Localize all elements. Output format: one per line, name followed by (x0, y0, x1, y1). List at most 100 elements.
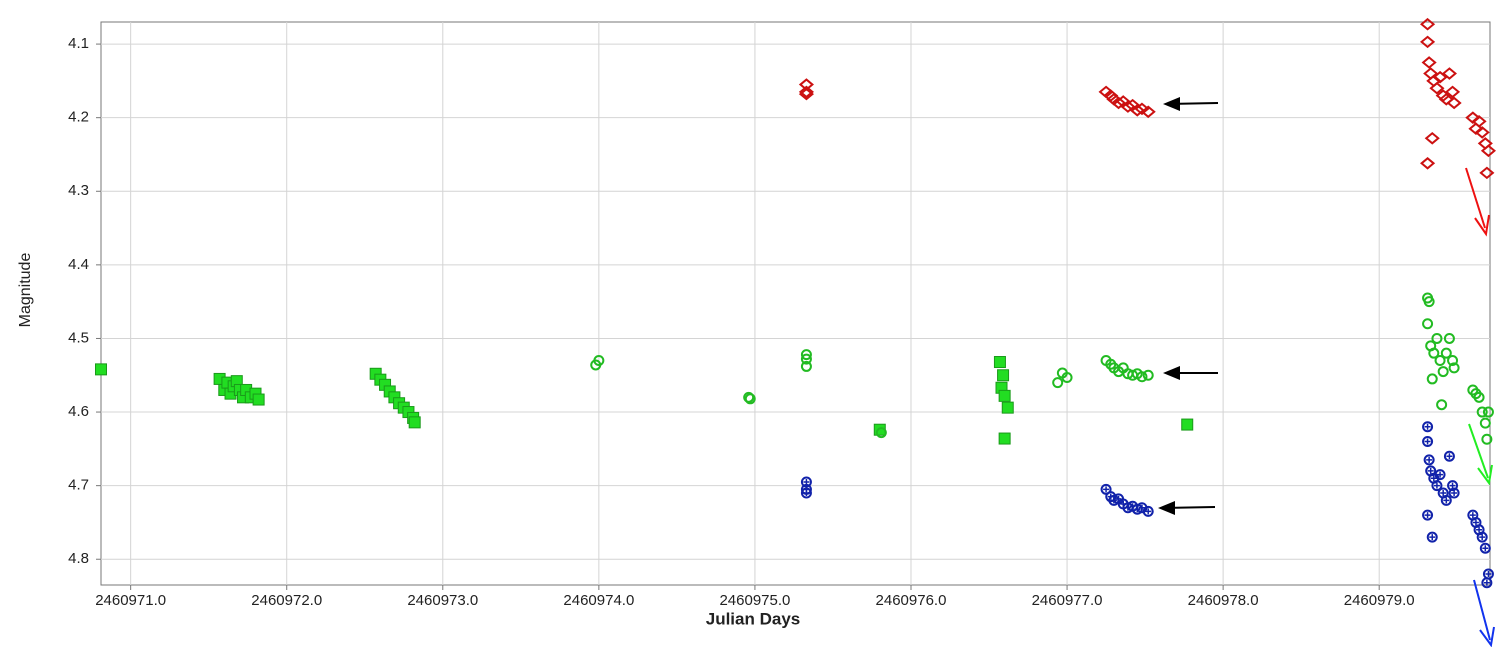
point (1465, 111, 1481, 124)
series (800, 421, 1494, 589)
point (1480, 144, 1497, 158)
point-ring (1422, 509, 1434, 521)
point-cross (1430, 475, 1437, 482)
point-cross (803, 490, 810, 497)
point (1420, 17, 1436, 31)
point-ring (1479, 542, 1491, 554)
point (1134, 102, 1150, 116)
point (1474, 126, 1490, 139)
point-ring (800, 487, 812, 499)
point-cross (1138, 504, 1145, 511)
point (408, 416, 421, 429)
point (875, 427, 887, 439)
point-cross (1472, 519, 1479, 526)
point (1110, 96, 1127, 110)
point (1473, 391, 1485, 403)
x-tick-label: 2460979.0 (1344, 592, 1415, 609)
point (1479, 417, 1491, 429)
point (1434, 469, 1446, 481)
point (1479, 542, 1491, 554)
point (800, 360, 812, 372)
x-tick-label: 2460978.0 (1188, 592, 1259, 609)
y-tick-label: 4.5 (68, 329, 89, 346)
point (1481, 433, 1493, 445)
point-ring (1426, 531, 1438, 543)
point (1061, 371, 1073, 383)
x-tick-label: 2460974.0 (563, 592, 634, 609)
point-cross (1437, 471, 1444, 478)
point-ring (1440, 494, 1452, 506)
point (1422, 435, 1434, 447)
point (1447, 480, 1459, 492)
point (1428, 347, 1440, 359)
point (1440, 494, 1452, 506)
point-cross (1426, 456, 1433, 463)
point (1422, 509, 1434, 521)
point (1422, 421, 1434, 433)
point-ring (1142, 505, 1154, 517)
point-cross (1424, 438, 1431, 445)
point (1422, 318, 1434, 330)
point (743, 391, 755, 403)
point (1448, 362, 1460, 374)
point (1423, 454, 1435, 466)
y-tick-label: 4.3 (68, 182, 89, 199)
point (998, 432, 1011, 445)
point (1468, 122, 1484, 136)
point (1120, 100, 1136, 113)
x-tick-label: 2460971.0 (95, 592, 166, 609)
x-tick-label: 2460972.0 (251, 592, 322, 609)
point (1421, 56, 1437, 69)
point-cross (1476, 526, 1483, 533)
point-cross (1446, 453, 1453, 460)
point (998, 389, 1011, 402)
point (1447, 355, 1459, 367)
arrows (1158, 97, 1495, 647)
point (1441, 67, 1457, 80)
point (1436, 399, 1448, 411)
point-cross (1483, 579, 1490, 586)
point (1434, 355, 1446, 367)
point (1129, 104, 1145, 117)
point (1446, 96, 1462, 110)
point-cross (1451, 490, 1458, 497)
point-cross (1443, 497, 1450, 504)
point (798, 87, 814, 101)
point-ring (1476, 531, 1488, 543)
point-cross (1449, 482, 1456, 489)
point-cross (1433, 482, 1440, 489)
point (1140, 105, 1156, 119)
point (1420, 35, 1436, 49)
series (95, 356, 1194, 445)
point (1136, 371, 1148, 383)
point (798, 85, 814, 99)
x-tick-label: 2460977.0 (1032, 592, 1103, 609)
point (1476, 406, 1488, 418)
point (1001, 401, 1014, 414)
point (95, 363, 107, 376)
point (1426, 373, 1438, 385)
plot-frame (100, 21, 1491, 586)
point-ring (1448, 487, 1460, 499)
point-cross (1482, 545, 1489, 552)
x-axis-label: Julian Days (706, 609, 801, 628)
point (252, 393, 265, 406)
point-ring (1434, 469, 1446, 481)
point (1429, 81, 1445, 95)
point-ring (1431, 480, 1443, 492)
point (800, 349, 812, 361)
point-cross (1115, 495, 1122, 502)
point (1440, 347, 1452, 359)
point-cross (1424, 423, 1431, 430)
y-tick-label: 4.2 (68, 109, 89, 126)
point (1448, 487, 1460, 499)
point-ring (1481, 577, 1493, 589)
point (1476, 531, 1488, 543)
series (590, 292, 1494, 445)
series (798, 17, 1497, 180)
y-tick-label: 4.8 (68, 550, 89, 567)
point (1052, 377, 1064, 389)
point (800, 487, 812, 499)
point-cross (1145, 508, 1152, 515)
